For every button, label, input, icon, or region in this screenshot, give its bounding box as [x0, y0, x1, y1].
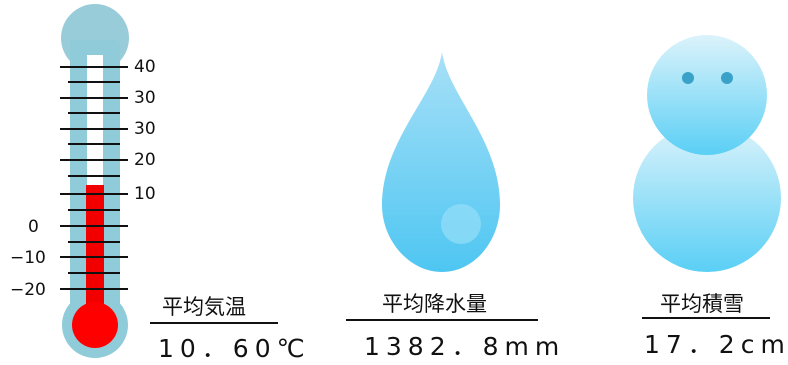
scale-label-40: 40 — [134, 57, 156, 77]
precipitation-panel: 平均降水量 1382．8mm — [320, 0, 560, 364]
scale-label-30: 30 — [134, 88, 156, 108]
snowfall-underline — [642, 317, 770, 319]
precipitation-underline — [346, 319, 538, 321]
thermometer-ticks — [60, 66, 128, 290]
raindrop-graphic — [382, 52, 500, 272]
snowfall-title: 平均積雪 — [660, 292, 744, 316]
thermometer-graphic — [60, 4, 129, 358]
snowman-eye-right — [721, 72, 733, 84]
scale-label-30b: 30 — [134, 119, 156, 139]
precipitation-title: 平均降水量 — [382, 292, 487, 316]
temperature-value: 10．60℃ — [158, 334, 311, 363]
snowman-graphic — [633, 35, 781, 272]
thermometer-bulb — [72, 302, 118, 348]
snowman-body — [633, 124, 781, 272]
snowman-head — [647, 35, 767, 155]
temperature-title: 平均気温 — [162, 295, 246, 319]
snowfall-panel: 平均積雪 17．2cm — [600, 0, 788, 364]
snowman-eye-left — [682, 72, 694, 84]
raindrop-highlight — [441, 204, 481, 244]
raindrop-icon — [382, 52, 500, 272]
scale-label-20: 20 — [134, 150, 156, 170]
precipitation-value: 1382．8mm — [364, 332, 566, 361]
scale-label-10: 10 — [134, 184, 156, 204]
snowfall-value: 17．2cm — [644, 330, 788, 359]
scale-label-minus10: −10 — [10, 248, 46, 268]
thermometer-mercury — [86, 185, 104, 320]
scale-label-minus20: −20 — [10, 280, 46, 300]
temperature-underline — [150, 322, 278, 324]
scale-label-0: 0 — [28, 217, 39, 237]
temperature-panel: 40 30 30 20 10 0 −10 −20 平均気温 10．60℃ — [0, 0, 305, 364]
